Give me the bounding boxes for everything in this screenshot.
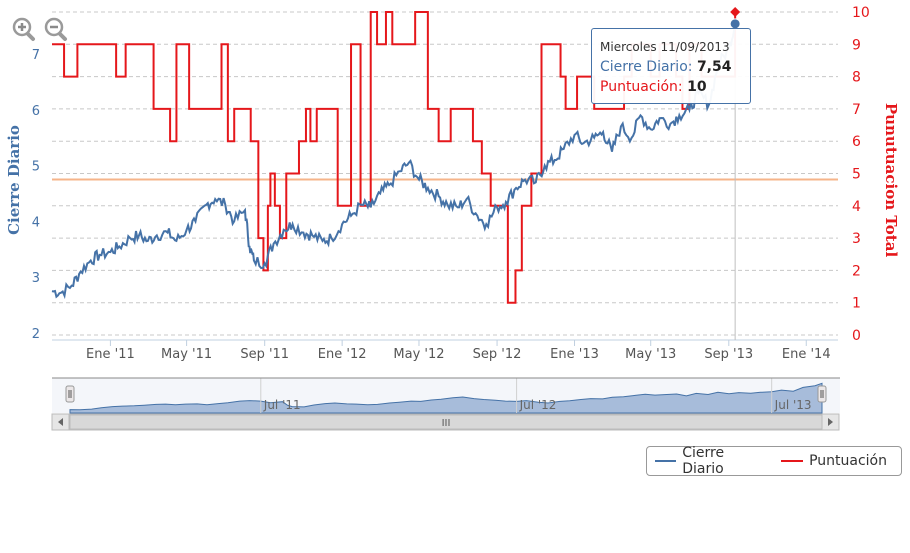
y-right-tick-label: 7 <box>852 102 861 118</box>
tooltip-date: Miercoles 11/09/2013 <box>600 40 730 54</box>
legend-label-cierre-diario: Cierre Diario <box>682 445 725 477</box>
zoom-out-icon[interactable] <box>44 17 67 41</box>
tooltip-series1-value: 7,54 <box>696 59 732 75</box>
arrow-right-icon <box>828 418 833 426</box>
y-right-tick-label: 0 <box>852 328 861 344</box>
tooltip: Miercoles 11/09/2013 Cierre Diario: 7,54… <box>591 28 751 104</box>
y-right-tick-label: 2 <box>852 263 861 279</box>
scrollbar: III <box>51 413 840 431</box>
legend-item-puntuacion[interactable]: Puntuación <box>781 453 887 469</box>
navigator-area <box>69 382 823 414</box>
y-left-tick-label: 2 <box>32 327 40 342</box>
x-tick-label: Ene '14 <box>782 347 831 362</box>
y-right-tick-label: 10 <box>852 5 870 21</box>
x-tick-label: May '11 <box>161 347 212 362</box>
y-right-tick-label: 3 <box>852 231 861 247</box>
legend-item-cierre-diario[interactable]: Cierre Diario <box>655 445 767 477</box>
arrow-left-icon <box>58 418 63 426</box>
scrollbar-left-arrow[interactable] <box>51 413 70 431</box>
navigator-handle-right[interactable] <box>817 385 827 403</box>
legend-label-puntuacion: Puntuación <box>809 453 887 469</box>
y-left-tick-label: 4 <box>32 215 40 230</box>
y-left-tick-label: 7 <box>32 48 40 63</box>
tooltip-series2: Puntuación: 10 <box>600 77 750 97</box>
series-puntuacion-marker <box>730 7 741 17</box>
y-right-tick-label: 5 <box>852 167 861 183</box>
legend-swatch-cierre-diario <box>655 460 677 462</box>
x-tick-label: Ene '11 <box>86 347 135 362</box>
navigator-label: Jul '12 <box>519 398 557 412</box>
y-right-tick-label: 8 <box>852 70 861 86</box>
y-left-tick-label: 5 <box>32 160 40 175</box>
y-left-tick-label: 3 <box>32 271 40 286</box>
zoom-in-icon[interactable] <box>12 17 35 41</box>
y-right-tick-label: 1 <box>852 296 861 312</box>
x-tick-label: May '12 <box>393 347 444 362</box>
y-right-tick-label: 9 <box>852 37 861 53</box>
tooltip-series2-label: Puntuación: <box>600 79 683 95</box>
y-right-axis-title: Punutuacion Total <box>882 103 900 258</box>
y-left-tick-label: 6 <box>32 104 40 119</box>
y-right-tick-label: 6 <box>852 134 861 150</box>
x-tick-label: Ene '13 <box>550 347 599 362</box>
navigator-label: Jul '13 <box>774 398 812 412</box>
y-left-axis-title: Cierre Diario <box>5 125 23 235</box>
x-tick-label: May '13 <box>625 347 676 362</box>
tooltip-series2-value: 10 <box>687 79 707 95</box>
legend-swatch-puntuacion <box>781 460 804 462</box>
x-tick-label: Sep '12 <box>473 347 522 362</box>
handle-body <box>817 385 827 403</box>
scrollbar-grip: III <box>442 418 451 429</box>
tooltip-series1: Cierre Diario: 7,54 <box>600 57 750 77</box>
navigator-handle-left[interactable] <box>65 385 75 403</box>
legend: Cierre Diario Puntuación <box>646 445 902 477</box>
tooltip-series1-label: Cierre Diario: <box>600 59 693 75</box>
handle-body <box>65 385 75 403</box>
series-cierre-diario-line <box>51 23 737 300</box>
scrollbar-right-arrow[interactable] <box>821 413 840 431</box>
y-right-tick-label: 4 <box>852 199 861 215</box>
x-tick-label: Sep '13 <box>704 347 753 362</box>
x-tick-label: Ene '12 <box>318 347 367 362</box>
navigator-label: Jul '11 <box>263 398 301 412</box>
x-tick-label: Sep '11 <box>240 347 289 362</box>
